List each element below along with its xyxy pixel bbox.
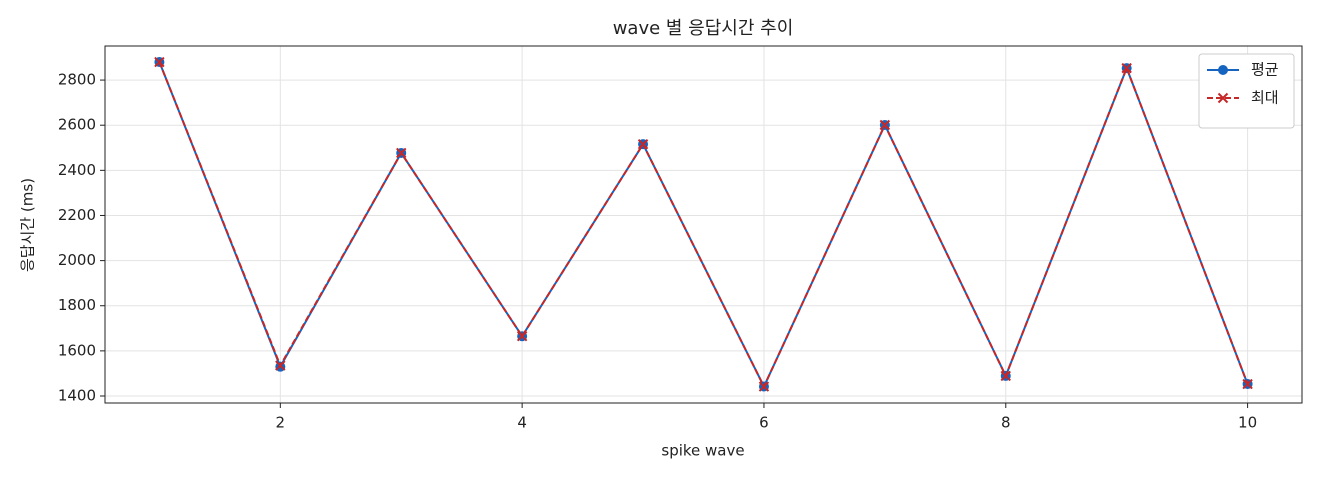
plot-frame — [104, 45, 1303, 404]
marker — [1121, 62, 1132, 74]
marker — [1217, 92, 1229, 104]
marker-x — [1242, 378, 1253, 390]
series-line — [158, 61, 1249, 389]
y-tick-label: 2400 — [58, 161, 96, 179]
marker-x — [1000, 370, 1011, 382]
y-tick-label: 1800 — [58, 296, 96, 314]
y-tick-label: 2000 — [58, 251, 96, 269]
x-tick-label: 4 — [517, 414, 527, 432]
y-axis-label: 응답시간 (ms) — [19, 178, 37, 272]
y-tick-label: 2200 — [58, 206, 96, 224]
chart-title: wave 별 응답시간 추이 — [613, 18, 794, 39]
marker — [1242, 378, 1253, 390]
y-tick-label: 1600 — [58, 341, 96, 359]
y-tick-label: 2800 — [58, 71, 96, 89]
x-tick-label: 6 — [759, 414, 769, 432]
y-tick-label: 1400 — [58, 387, 96, 405]
marker-x — [879, 119, 891, 131]
marker-x — [516, 330, 528, 342]
marker — [1000, 370, 1011, 382]
marker — [879, 119, 891, 131]
x-tick-label: 8 — [1001, 414, 1011, 432]
marker-x — [275, 360, 286, 371]
marker — [396, 147, 407, 159]
marker — [1218, 65, 1228, 75]
marker-x — [637, 138, 649, 150]
y-tick-label: 2600 — [58, 116, 96, 134]
legend-label: 최대 — [1251, 89, 1279, 107]
legend-label: 평균 — [1251, 61, 1279, 79]
marker-x — [154, 56, 165, 68]
marker — [758, 381, 770, 392]
x-tick-label: 10 — [1238, 414, 1257, 432]
marker — [637, 138, 649, 150]
marker — [275, 360, 286, 371]
legend-box — [1198, 53, 1295, 129]
marker-x — [1121, 62, 1132, 74]
marker-x — [396, 147, 407, 159]
marker — [516, 330, 528, 342]
x-tick-label: 2 — [276, 414, 286, 432]
marker — [154, 56, 165, 68]
marker-x — [758, 381, 770, 392]
x-axis-label: spike wave — [661, 442, 744, 460]
marker-x — [1217, 92, 1229, 104]
